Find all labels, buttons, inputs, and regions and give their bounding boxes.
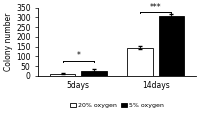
Text: ***: *** — [150, 3, 162, 12]
Text: *: * — [76, 51, 80, 60]
Bar — [81, 71, 107, 76]
Y-axis label: Colony number: Colony number — [4, 13, 13, 71]
Bar — [127, 48, 153, 76]
Bar — [159, 16, 184, 76]
Bar — [50, 74, 75, 76]
Legend: 20% oxygen, 5% oxygen: 20% oxygen, 5% oxygen — [68, 100, 166, 111]
